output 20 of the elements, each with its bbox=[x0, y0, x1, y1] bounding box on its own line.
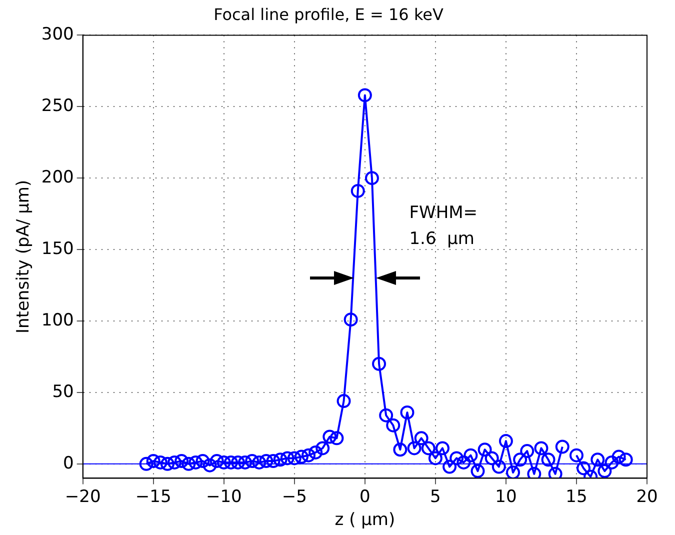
y-tick-label: 0 bbox=[63, 453, 74, 474]
x-tick-label: −20 bbox=[64, 486, 101, 507]
x-tick-label: −10 bbox=[206, 486, 242, 507]
y-tick-label: 200 bbox=[41, 168, 74, 188]
x-tick-label: 20 bbox=[636, 486, 658, 507]
x-tick-label: 0 bbox=[360, 486, 370, 507]
x-tick-label: −5 bbox=[282, 486, 307, 507]
x-tick-label: 15 bbox=[566, 486, 588, 507]
y-tick-label: 100 bbox=[41, 310, 74, 330]
annotation: FWHM= 1.6 μm bbox=[409, 202, 478, 251]
chart-title: Focal line profile, E = 16 keV bbox=[214, 4, 444, 24]
y-tick-label: 150 bbox=[41, 238, 74, 259]
x-tick-label: 5 bbox=[430, 486, 441, 507]
y-tick-label: 250 bbox=[41, 96, 74, 116]
y-tick-label: 300 bbox=[41, 24, 74, 45]
y-axis-title: Intensity (pA/ μm) bbox=[14, 180, 34, 334]
x-tick-label: −15 bbox=[135, 486, 172, 507]
x-axis-title: z ( μm) bbox=[334, 510, 396, 530]
x-tick-label: 10 bbox=[495, 486, 517, 507]
y-tick-label: 50 bbox=[52, 382, 74, 402]
